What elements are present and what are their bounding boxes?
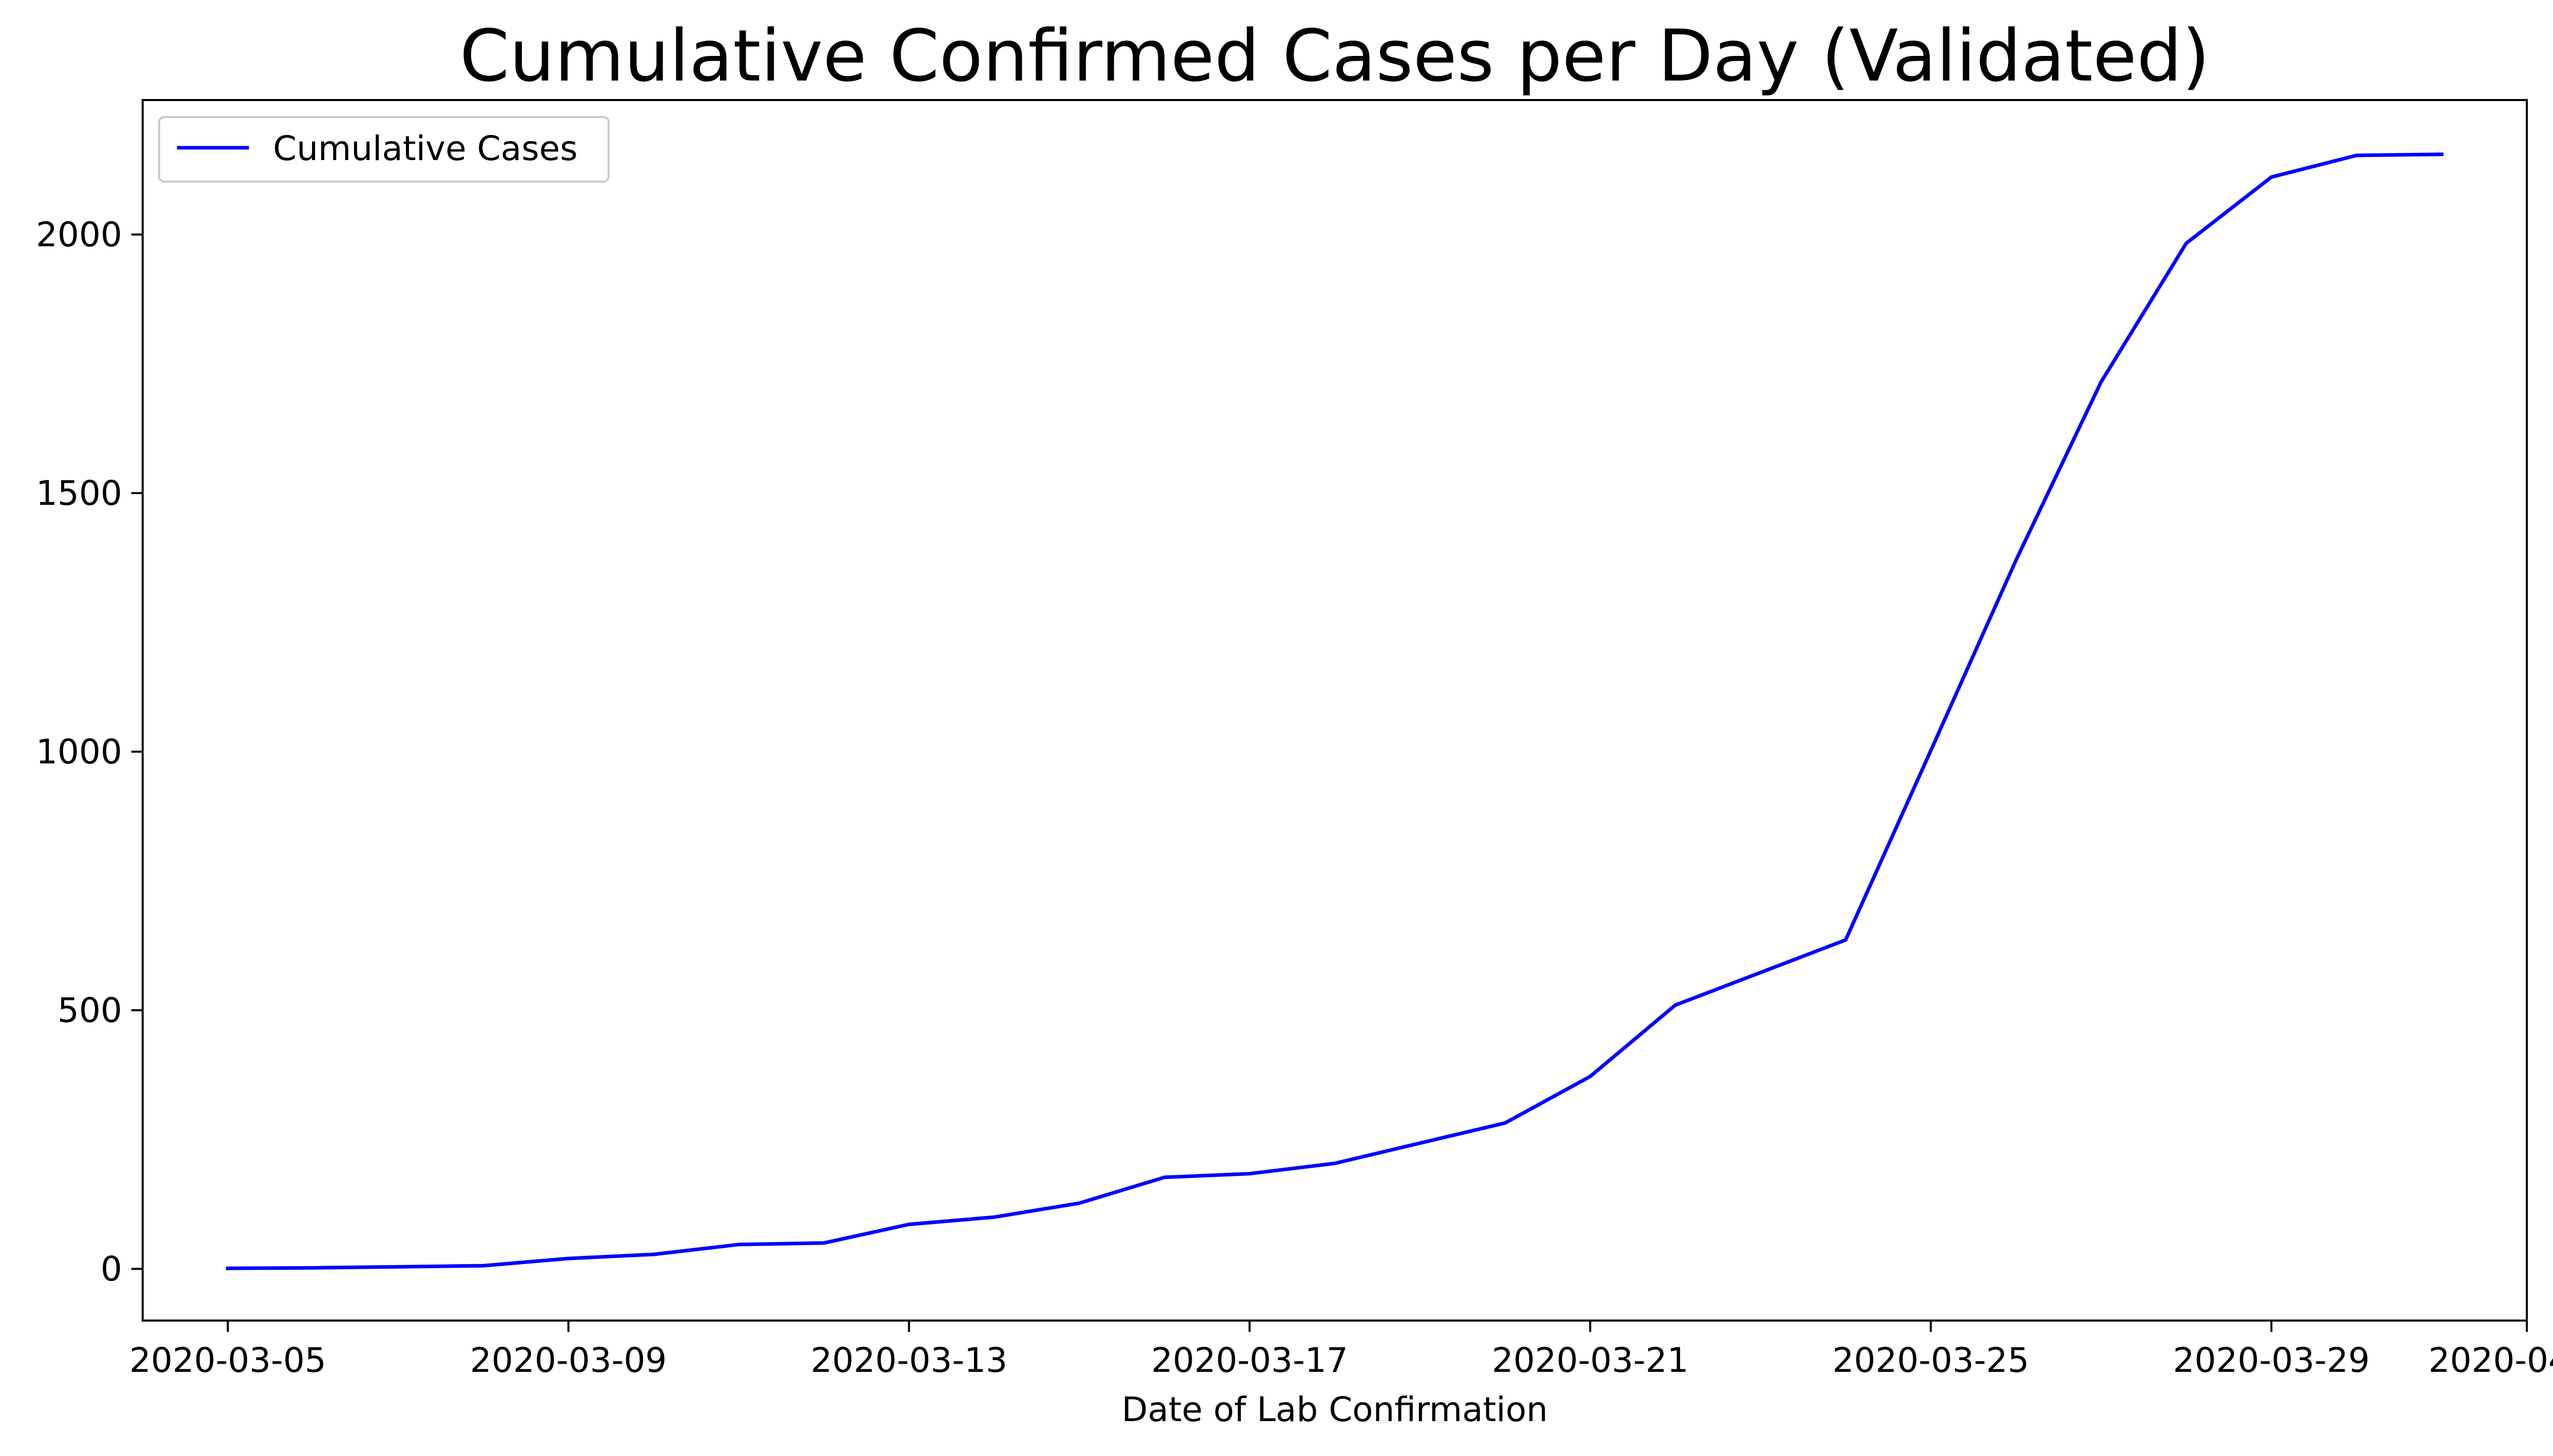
y-tick-label: 1000: [36, 732, 122, 772]
x-tick-label: 2020-03-29: [2173, 1341, 2370, 1380]
x-tick-label: 2020-03-05: [129, 1341, 326, 1380]
series-line-cumulative-cases: [226, 152, 2444, 1270]
x-axis-ticks: 2020-03-05 2020-03-09 2020-03-13 2020-03-17…: [129, 1321, 2553, 1380]
y-tick-label: 0: [101, 1249, 122, 1289]
legend-label-cumulative-cases: Cumulative Cases: [273, 129, 578, 168]
x-tick-label: 2020-03-17: [1151, 1341, 1348, 1380]
y-tick-label: 2000: [36, 215, 122, 254]
y-axis-ticks: 0 500 1000 1500 2000: [36, 215, 143, 1289]
x-tick-label: 2020-03-21: [1492, 1341, 1689, 1380]
plot-area-frame: [142, 99, 2528, 1322]
x-tick-label: 2020-03-25: [1833, 1341, 2030, 1380]
x-tick-label: 2020-03-13: [811, 1341, 1008, 1380]
chart-title: Cumulative Confirmed Cases per Day (Vali…: [460, 14, 2210, 97]
y-tick-label: 1500: [36, 474, 122, 513]
legend: Cumulative Cases: [158, 116, 610, 183]
legend-box: [158, 116, 610, 183]
series-layer: [226, 152, 2444, 1270]
y-tick-label: 500: [57, 991, 122, 1030]
x-tick-label: 2020-03-09: [470, 1341, 667, 1380]
x-tick-label: 2020-04-01: [2428, 1341, 2553, 1380]
x-axis-label: Date of Lab Confirmation: [1122, 1390, 1548, 1429]
